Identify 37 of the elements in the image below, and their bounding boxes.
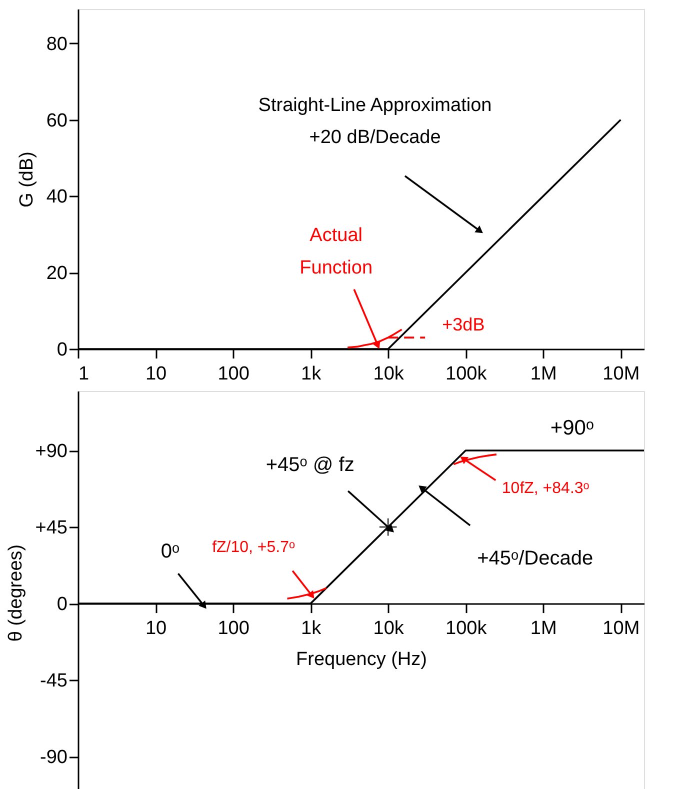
annotation: +3dB xyxy=(442,314,485,335)
x-tick-label: 10M xyxy=(602,364,640,384)
annotation: 10fZ, +84.3ᵒ xyxy=(502,480,590,498)
x-axis-title: Frequency (Hz) xyxy=(296,649,427,670)
x-tick-label: 1M xyxy=(530,618,557,640)
x-tick-label: 10 xyxy=(145,618,167,640)
y-tick-label: +45 xyxy=(35,518,68,539)
x-tick-label: 100 xyxy=(218,618,250,640)
x-tick-label: 1M xyxy=(530,364,557,384)
x-tick-label: 10k xyxy=(373,618,404,640)
y-tick-label: 20 xyxy=(46,263,68,284)
annotation: +45ᵒ @ fz xyxy=(266,454,354,476)
y-axis-title: G (dB) xyxy=(16,152,38,208)
y-tick-label: -45 xyxy=(40,670,68,692)
annotation: fZ/10, +5.7ᵒ xyxy=(212,538,296,556)
annotation: +45ᵒ/Decade xyxy=(477,547,594,570)
x-tick-label: 10M xyxy=(602,618,640,640)
x-tick-label: 100k xyxy=(446,618,488,640)
y-tick-label: 0 xyxy=(56,340,68,360)
annotation: Straight-Line Approximation +20 dB/Decade xyxy=(258,94,492,148)
x-tick-label: 100k xyxy=(446,364,488,384)
y-tick-label: 80 xyxy=(46,34,68,55)
x-tick-label: 10k xyxy=(373,364,404,384)
y-tick-label: 0 xyxy=(56,594,68,616)
y-tick-label: -90 xyxy=(40,747,68,768)
y-tick-label: 40 xyxy=(46,186,68,208)
x-tick-label: 1 xyxy=(78,364,90,384)
y-tick-label: 60 xyxy=(46,110,68,132)
annotation: Actual Function xyxy=(300,225,373,279)
x-tick-label: 1k xyxy=(301,618,322,640)
annotation: +90ᵒ xyxy=(550,416,594,440)
x-tick-label: 100 xyxy=(218,364,250,384)
y-axis-title: θ (degrees) xyxy=(5,544,26,642)
annotation: 0ᵒ xyxy=(160,540,180,563)
y-tick-label: +90 xyxy=(35,441,68,462)
x-tick-label: 1k xyxy=(301,364,322,384)
x-tick-label: 10 xyxy=(145,364,167,384)
